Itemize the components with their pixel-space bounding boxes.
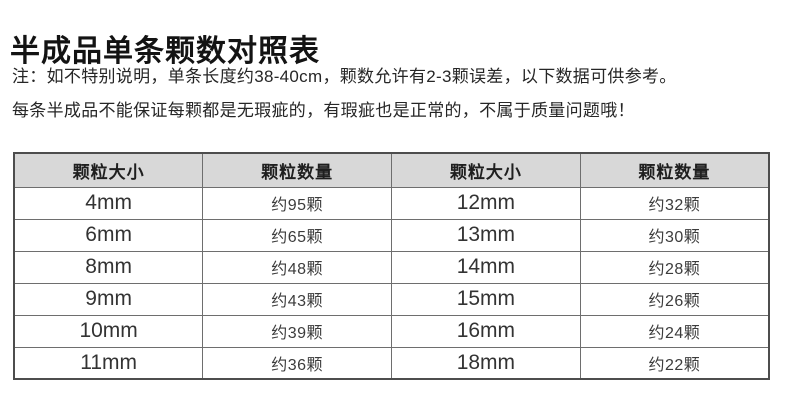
- qty-cell: 约95颗: [202, 186, 392, 220]
- page-title: 半成品单条颗数对照表: [10, 35, 320, 69]
- size-cell: 6mm: [13, 218, 204, 252]
- size-cell: 15mm: [391, 282, 581, 316]
- size-cell: 4mm: [13, 186, 204, 220]
- qty-cell: 约39颗: [202, 314, 392, 348]
- size-cell: 14mm: [391, 250, 581, 284]
- qty-cell: 约30颗: [579, 218, 770, 252]
- size-cell: 18mm: [391, 346, 581, 380]
- header-size-right: 颗粒大小: [391, 152, 581, 188]
- size-cell: 8mm: [13, 250, 204, 284]
- table-row: 4mm 约95颗 12mm 约32颗: [13, 186, 770, 220]
- table-row: 9mm 约43颗 15mm 约26颗: [13, 282, 770, 316]
- size-cell: 10mm: [13, 314, 204, 348]
- size-cell: 13mm: [391, 218, 581, 252]
- note-line-2: 每条半成品不能保证每颗都是无瑕疵的，有瑕疵也是正常的，不属于质量问题哦！: [12, 101, 635, 120]
- bead-count-table: 颗粒大小 颗粒数量 颗粒大小 颗粒数量 4mm 约95颗 12mm 约32颗 6…: [13, 152, 770, 380]
- header-qty-left: 颗粒数量: [202, 152, 392, 188]
- size-cell: 9mm: [13, 282, 204, 316]
- table-row: 6mm 约65颗 13mm 约30颗: [13, 218, 770, 252]
- qty-cell: 约65颗: [202, 218, 392, 252]
- size-cell: 16mm: [391, 314, 581, 348]
- qty-cell: 约22颗: [579, 346, 770, 380]
- notes-block: 注：如不特别说明，单条长度约38-40cm，颗数允许有2-3颗误差，以下数据可供…: [12, 60, 677, 128]
- qty-cell: 约28颗: [579, 250, 770, 284]
- qty-cell: 约36颗: [202, 346, 392, 380]
- header-size-left: 颗粒大小: [13, 152, 204, 188]
- note-line-1: 注：如不特别说明，单条长度约38-40cm，颗数允许有2-3颗误差，以下数据可供…: [12, 67, 677, 86]
- qty-cell: 约26颗: [579, 282, 770, 316]
- header-qty-right: 颗粒数量: [579, 152, 770, 188]
- table-row: 10mm 约39颗 16mm 约24颗: [13, 314, 770, 348]
- qty-cell: 约32颗: [579, 186, 770, 220]
- table-row: 8mm 约48颗 14mm 约28颗: [13, 250, 770, 284]
- size-cell: 12mm: [391, 186, 581, 220]
- qty-cell: 约24颗: [579, 314, 770, 348]
- qty-cell: 约43颗: [202, 282, 392, 316]
- table-row: 11mm 约36颗 18mm 约22颗: [13, 346, 770, 380]
- size-cell: 11mm: [13, 346, 204, 380]
- qty-cell: 约48颗: [202, 250, 392, 284]
- table-header-row: 颗粒大小 颗粒数量 颗粒大小 颗粒数量: [13, 152, 770, 188]
